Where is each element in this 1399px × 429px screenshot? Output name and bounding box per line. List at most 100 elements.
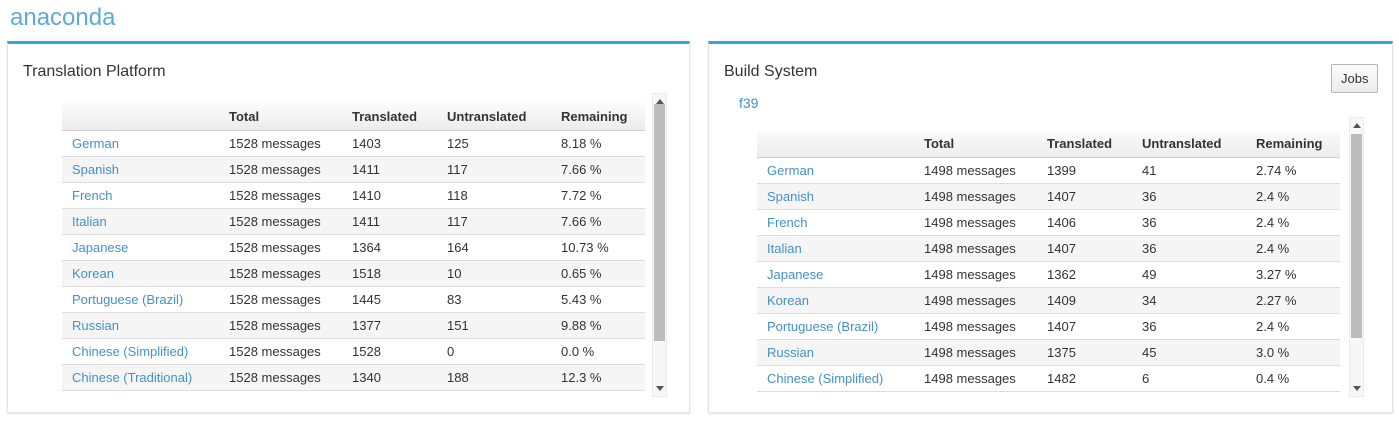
untranslated-cell: 83 [437, 286, 551, 313]
untranslated-cell: 188 [437, 364, 551, 391]
table-row: Chinese (Simplified) 1498 messages 1482 6 0.… [757, 365, 1340, 392]
language-link[interactable]: German [72, 136, 119, 151]
remaining-cell: 3.27 % [1246, 261, 1340, 288]
scrollbar-thumb[interactable] [654, 104, 665, 341]
language-link[interactable]: Spanish [72, 162, 119, 177]
language-cell: French [62, 182, 219, 209]
language-cell: Russian [62, 312, 219, 339]
translated-cell: 1377 [342, 312, 437, 339]
language-link[interactable]: Italian [767, 241, 802, 256]
language-link[interactable]: Japanese [72, 240, 129, 255]
remaining-cell: 3.0 % [1246, 339, 1340, 366]
vertical-scrollbar[interactable] [1349, 117, 1364, 397]
remaining-cell: 2.74 % [1256, 163, 1297, 178]
table-row: German 1498 messages 1399 41 2.74 % [757, 158, 1340, 184]
remaining-cell: 2.4 % [1246, 209, 1340, 236]
language-link[interactable]: Chinese (Simplified) [72, 344, 189, 359]
total-cell: 1498 messages [924, 163, 1016, 178]
remaining-cell: 7.66 % [551, 156, 645, 183]
table-row: Chinese (Simplified) 1528 messages 1528 0 0.… [62, 338, 645, 365]
scroll-up-icon[interactable] [1350, 118, 1363, 132]
language-link[interactable]: Japanese [767, 267, 824, 282]
translated-cell: 1411 [342, 156, 437, 183]
language-link[interactable]: French [72, 188, 113, 203]
untranslated-cell: 49 [1132, 261, 1246, 288]
language-link[interactable]: Korean [72, 266, 114, 281]
language-cell: Portuguese (Brazil) [757, 313, 914, 340]
column-header-untranslated: Untranslated [1132, 130, 1246, 158]
table-header-row: Total Translated Untranslated Remaining [62, 103, 645, 131]
language-link[interactable]: German [767, 163, 814, 178]
column-header-remaining: Remaining [551, 103, 645, 131]
total-cell: 1528 messages [219, 338, 342, 365]
total-cell: 1528 messages [219, 234, 342, 261]
translated-cell: 1406 [1037, 209, 1132, 236]
translated-cell: 1407 [1037, 313, 1132, 340]
remaining-cell: 9.88 % [551, 312, 645, 339]
scrollbar-thumb[interactable] [1351, 134, 1362, 338]
language-link[interactable]: Russian [72, 318, 119, 333]
jobs-button[interactable]: Jobs [1331, 64, 1379, 93]
translated-cell: 1409 [1037, 287, 1132, 314]
table-row: Italian 1528 messages 1411 117 7.66 % [62, 208, 645, 235]
column-header-total: Total [219, 103, 342, 131]
total-cell: 1498 messages [914, 313, 1037, 340]
column-header-remaining: Remaining [1246, 130, 1340, 158]
vertical-scrollbar[interactable] [652, 93, 667, 397]
language-link[interactable]: Portuguese (Brazil) [767, 319, 879, 334]
untranslated-cell: 36 [1132, 313, 1246, 340]
table-row: Japanese 1498 messages 1362 49 3.27 % [757, 261, 1340, 288]
total-cell: 1498 messages [914, 235, 1037, 262]
translated-cell: 1411 [342, 208, 437, 235]
column-header-untranslated: Untranslated [437, 103, 551, 131]
translated-cell: 1407 [1037, 235, 1132, 262]
translated-cell: 1482 [1037, 365, 1132, 392]
column-header-language [757, 130, 914, 158]
remaining-cell: 12.3 % [551, 364, 645, 391]
untranslated-cell: 125 [447, 136, 469, 151]
language-cell: Chinese (Simplified) [62, 338, 219, 365]
remaining-cell: 2.4 % [1246, 313, 1340, 340]
language-cell: French [757, 209, 914, 236]
translated-cell: 1364 [342, 234, 437, 261]
remaining-cell: 8.18 % [561, 136, 602, 151]
table-row: French 1528 messages 1410 118 7.72 % [62, 182, 645, 209]
table-row: German 1528 messages 1403 125 8.18 % [62, 131, 645, 157]
build-system-table: Total Translated Untranslated Remaining … [757, 130, 1340, 392]
remaining-cell: 7.66 % [551, 208, 645, 235]
table-row: Portuguese (Brazil) 1528 messages 1445 83 5.… [62, 286, 645, 313]
translated-cell: 1362 [1037, 261, 1132, 288]
translated-cell: 1407 [1037, 183, 1132, 210]
total-cell: 1498 messages [914, 261, 1037, 288]
table-row: Italian 1498 messages 1407 36 2.4 % [757, 235, 1340, 262]
table-row: Chinese (Traditional) 1528 messages 1340 18… [62, 364, 645, 391]
language-cell: Korean [62, 260, 219, 287]
remaining-cell: 0.4 % [1246, 365, 1340, 392]
language-link[interactable]: French [767, 215, 808, 230]
language-link[interactable]: Chinese (Traditional) [72, 370, 193, 385]
scroll-down-icon[interactable] [653, 382, 666, 396]
language-cell: Italian [757, 235, 914, 262]
translated-cell: 1403 [352, 136, 381, 151]
language-link[interactable]: Spanish [767, 189, 814, 204]
language-cell: Japanese [757, 261, 914, 288]
untranslated-cell: 34 [1132, 287, 1246, 314]
table-row: Japanese 1528 messages 1364 164 10.73 % [62, 234, 645, 261]
translation-platform-table: Total Translated Untranslated Remaining … [62, 103, 645, 391]
untranslated-cell: 36 [1132, 183, 1246, 210]
language-link[interactable]: Russian [767, 345, 814, 360]
column-header-translated: Translated [1037, 130, 1132, 158]
release-link-f39[interactable]: f39 [739, 95, 759, 111]
scroll-down-icon[interactable] [1350, 382, 1363, 396]
translated-cell: 1340 [342, 364, 437, 391]
scroll-up-icon[interactable] [653, 94, 666, 108]
language-link[interactable]: Chinese (Simplified) [767, 371, 884, 386]
language-link[interactable]: Korean [767, 293, 809, 308]
table-row: Spanish 1498 messages 1407 36 2.4 % [757, 183, 1340, 210]
language-link[interactable]: Italian [72, 214, 107, 229]
total-cell: 1528 messages [229, 136, 321, 151]
translated-cell: 1518 [342, 260, 437, 287]
column-header-language [62, 103, 219, 131]
remaining-cell: 10.73 % [551, 234, 645, 261]
language-link[interactable]: Portuguese (Brazil) [72, 292, 184, 307]
